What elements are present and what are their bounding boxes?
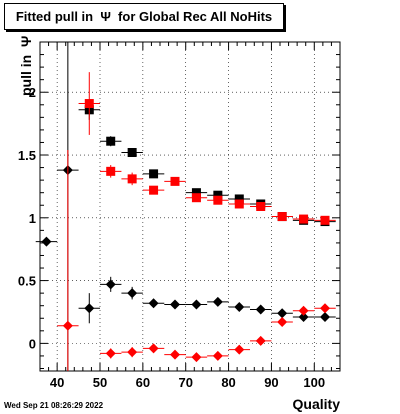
diamond-marker xyxy=(277,308,288,319)
diamond-marker xyxy=(84,303,95,314)
diamond-marker xyxy=(234,344,245,355)
square-marker xyxy=(234,199,244,209)
diamond-marker xyxy=(255,304,266,315)
diamond-marker xyxy=(191,299,202,310)
timestamp: Wed Sep 21 08:26:29 2022 xyxy=(4,401,104,410)
x-axis-label: Quality xyxy=(292,396,340,412)
diamond-marker xyxy=(191,352,202,363)
square-marker xyxy=(106,166,116,176)
square-marker xyxy=(127,148,137,158)
x-tick-label: 50 xyxy=(93,375,107,390)
y-axis-label: pull in Ψ xyxy=(18,35,34,96)
y-tick-label: 1.5 xyxy=(18,148,36,163)
square-marker xyxy=(84,99,94,109)
diamond-marker xyxy=(148,298,159,309)
x-tick-label: 80 xyxy=(221,375,235,390)
square-marker xyxy=(149,185,159,195)
diamond-marker xyxy=(320,303,330,314)
square-marker xyxy=(213,190,223,200)
square-marker xyxy=(127,174,137,184)
plot-frame xyxy=(39,41,341,372)
chart-title: Fitted pull in Ψ for Global Rec All NoHi… xyxy=(15,9,273,24)
y-tick-label: 0 xyxy=(29,336,36,351)
square-marker xyxy=(170,176,180,186)
square-marker xyxy=(299,214,309,224)
chart-title-box: Fitted pull in Ψ for Global Rec All NoHi… xyxy=(4,3,284,30)
square-marker xyxy=(234,194,244,204)
diamond-marker xyxy=(62,320,73,331)
diamond-marker xyxy=(277,317,288,328)
x-tick-label: 90 xyxy=(264,375,278,390)
x-tick-label: 70 xyxy=(178,375,192,390)
diamond-marker xyxy=(105,348,116,359)
y-tick-label: 0.5 xyxy=(18,274,36,289)
diamond-marker xyxy=(127,288,138,299)
square-marker xyxy=(256,202,266,211)
diamond-marker xyxy=(105,279,116,290)
square-marker xyxy=(191,193,201,203)
square-marker xyxy=(149,169,159,179)
diamond-marker xyxy=(298,312,309,323)
diamond-marker xyxy=(127,347,138,358)
diamond-marker xyxy=(298,305,309,316)
diamond-marker xyxy=(41,236,52,247)
square-marker xyxy=(320,215,330,225)
y-tick-label: 2 xyxy=(29,85,36,100)
square-marker xyxy=(191,188,201,198)
x-tick-label: 40 xyxy=(50,375,64,390)
diamond-marker xyxy=(170,349,180,360)
square-marker xyxy=(106,136,116,146)
square-marker xyxy=(213,195,223,205)
diamond-marker xyxy=(212,350,223,361)
diamond-marker xyxy=(148,343,159,354)
diamond-marker xyxy=(170,299,180,310)
diamond-marker xyxy=(255,335,266,346)
diamond-marker xyxy=(320,312,330,323)
y-tick-label: 1 xyxy=(29,211,36,226)
x-tick-label: 100 xyxy=(303,375,325,390)
x-tick-label: 60 xyxy=(136,375,150,390)
diamond-marker xyxy=(234,301,245,312)
diamond-marker xyxy=(212,296,223,307)
square-marker xyxy=(277,212,287,222)
